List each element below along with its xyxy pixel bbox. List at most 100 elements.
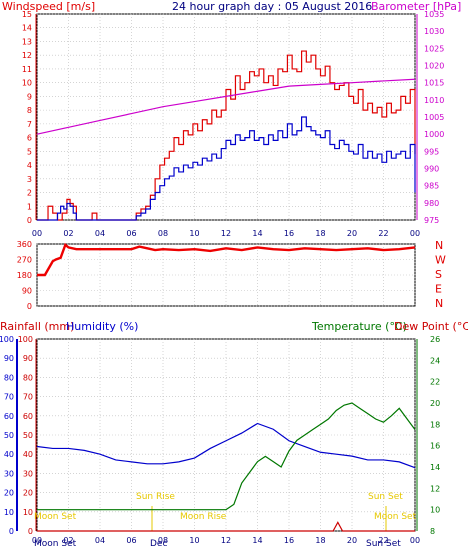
humidity-tick-label: 80 — [4, 373, 14, 382]
sun-rise-label: Sun Rise — [136, 492, 175, 502]
rain-tick-label: 100 — [18, 335, 33, 344]
y-tick-label-right: 1005 — [424, 113, 444, 122]
humidity-tick-label: 10 — [4, 508, 14, 517]
y-tick-label-left: 10 — [22, 79, 32, 88]
lower-x-tick-label: 14 — [252, 536, 262, 545]
rain-tick-label: 0 — [28, 527, 33, 536]
x-tick-label: 12 — [221, 229, 231, 238]
moon-set-axis-label: Moon Set — [34, 539, 77, 549]
x-tick-label: 04 — [95, 229, 105, 238]
y-tick-label-left: 3 — [27, 175, 32, 184]
sun-set-axis-label: Sun Set — [366, 539, 401, 549]
moon-rise-label: Moon Rise — [180, 512, 227, 522]
temperature-tick-label: 8 — [430, 527, 435, 536]
dec-axis-label: Dec — [150, 539, 167, 549]
dewpoint-title: Dew Point (°C) — [394, 320, 468, 333]
x-tick-label: 16 — [284, 229, 294, 238]
compass-label: E — [435, 283, 442, 296]
lower-x-tick-label: 20 — [347, 536, 357, 545]
y-tick-label-right: 1030 — [424, 27, 444, 36]
lower-x-tick-label: 18 — [315, 536, 325, 545]
graph-main-title: 24 hour graph day : 05 August 2016 — [172, 0, 372, 13]
humidity-tick-label: 50 — [4, 431, 14, 440]
humidity-tick-label: 70 — [4, 393, 14, 402]
moon-set-label-2: Moon Set — [374, 512, 417, 522]
lower-x-tick-label: 04 — [95, 536, 105, 545]
compass-label: S — [435, 268, 442, 281]
y-tick-label-right: 1035 — [424, 10, 444, 19]
compass-label: W — [435, 254, 446, 267]
temperature-tick-label: 10 — [430, 506, 440, 515]
lower-x-tick-label: 16 — [284, 536, 294, 545]
y-tick-label-left: 6 — [27, 134, 32, 143]
y-tick-label-left: 11 — [22, 65, 32, 74]
rain-tick-label: 70 — [23, 393, 33, 402]
windspeed-title: Windspeed [m/s] — [2, 0, 95, 13]
y-tick-label-right: 1000 — [424, 130, 444, 139]
y-tick-label-left: 4 — [27, 161, 32, 170]
y-tick-label-left: 1 — [27, 202, 32, 211]
series-humidity — [36, 422, 416, 469]
x-tick-label: 00 — [410, 229, 420, 238]
x-tick-label: 22 — [378, 229, 388, 238]
humidity-title: Humidity (%) — [66, 320, 138, 333]
wind-barometer-panel: 0123456789101112131415975980985990995100… — [22, 10, 445, 238]
y-tick-label-right: 995 — [424, 147, 439, 156]
x-tick-label: 14 — [252, 229, 262, 238]
rain-tick-label: 30 — [23, 469, 33, 478]
y-tick-label-left: 15 — [22, 10, 32, 19]
lower-x-tick-label: 00 — [410, 536, 420, 545]
x-tick-label: 10 — [189, 229, 199, 238]
y-tick-label-left: 8 — [27, 106, 32, 115]
temperature-title: Temperature (°C) — [311, 320, 407, 333]
moon-set-label: Moon Set — [34, 512, 77, 522]
y-tick-label-left: 7 — [27, 120, 32, 129]
y-tick-label-right: 1020 — [424, 62, 444, 71]
lower-x-tick-label: 02 — [63, 536, 73, 545]
lower-x-tick-label: 08 — [158, 536, 168, 545]
y-tick-label-left: 5 — [27, 147, 32, 156]
y-tick-label-left: 0 — [27, 216, 32, 225]
series-avg_wind — [37, 116, 416, 221]
lower-x-tick-label: 10 — [189, 536, 199, 545]
compass-label: N — [435, 297, 443, 310]
y-tick-label-right: 1015 — [424, 79, 444, 88]
y-tick-label-right: 1025 — [424, 44, 444, 53]
sun-set-label: Sun Set — [368, 492, 403, 502]
temperature-tick-label: 18 — [430, 420, 440, 429]
y-tick-label-left: 12 — [22, 51, 32, 60]
humidity-tick-label: 20 — [4, 489, 14, 498]
humidity-tick-label: 60 — [4, 412, 14, 421]
humidity-tick-label: 30 — [4, 469, 14, 478]
humidity-tick-label: 90 — [4, 354, 14, 363]
series-temperature — [37, 402, 416, 511]
y-tick-label-left: 2 — [27, 189, 32, 198]
direction-tick-label: 270 — [17, 256, 32, 265]
temperature-tick-label: 22 — [430, 378, 440, 387]
lower-x-tick-label: 12 — [221, 536, 231, 545]
x-tick-label: 06 — [126, 229, 136, 238]
x-tick-label: 20 — [347, 229, 357, 238]
y-tick-label-left: 9 — [27, 92, 32, 101]
rain-tick-label: 20 — [23, 489, 33, 498]
y-tick-label-right: 1010 — [424, 96, 444, 105]
series-rain — [37, 521, 415, 532]
lower-x-tick-label: 00 — [32, 536, 42, 545]
lower-x-tick-label: 06 — [126, 536, 136, 545]
direction-tick-label: 180 — [17, 271, 32, 280]
temperature-tick-label: 20 — [430, 399, 440, 408]
rain-tick-label: 60 — [23, 412, 33, 421]
x-tick-label: 18 — [315, 229, 325, 238]
temperature-tick-label: 16 — [430, 442, 440, 451]
rain-tick-label: 90 — [23, 354, 33, 363]
rain-tick-label: 50 — [23, 431, 33, 440]
humidity-tick-label: 100 — [0, 335, 14, 344]
humidity-tick-label: 40 — [4, 450, 14, 459]
rain-tick-label: 80 — [23, 373, 33, 382]
direction-tick-label: 360 — [17, 240, 32, 249]
y-tick-label-right: 985 — [424, 182, 439, 191]
y-tick-label-right: 980 — [424, 199, 439, 208]
